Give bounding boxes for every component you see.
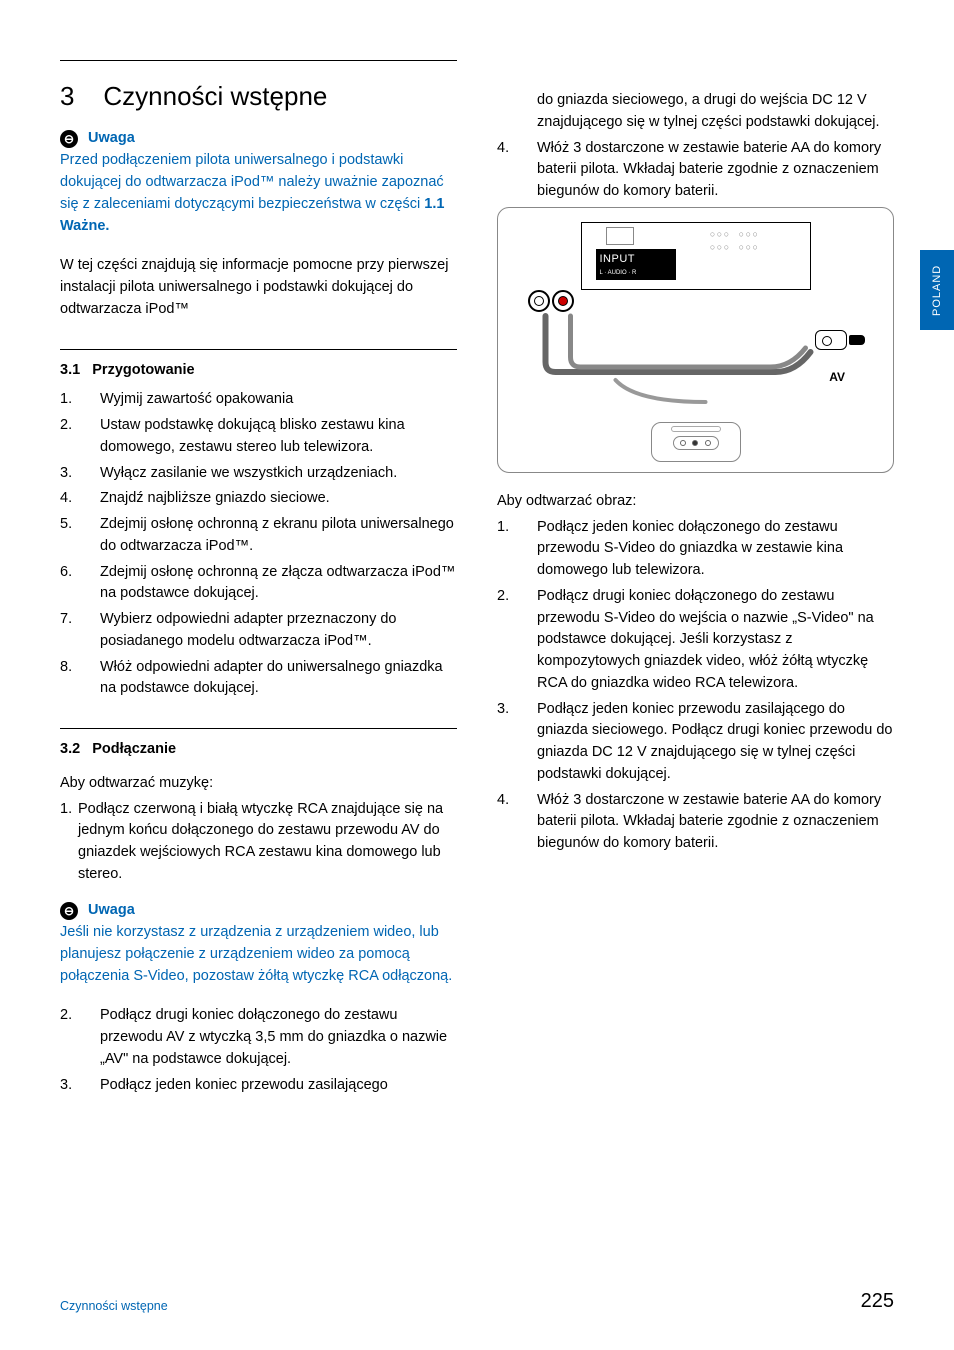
note-body: Przed podłączeniem pilota uniwersalnego …	[60, 150, 457, 237]
subhead-title: Podłączanie	[92, 741, 176, 757]
list-num: 3.	[60, 463, 100, 485]
connection-diagram: ○○○ ○○○○○○ ○○○ INPUT L · AUDIO · R	[497, 207, 894, 473]
subhead-num: 3.1	[60, 362, 80, 378]
list-num: 1.	[497, 517, 537, 582]
list-item: Wyłącz zasilanie we wszystkich urządzeni…	[100, 463, 457, 485]
list-item: Ustaw podstawkę dokującą blisko zestawu …	[100, 415, 457, 459]
mini-plug-icon	[815, 330, 869, 354]
page-footer: Czynności wstępne 225	[60, 1286, 894, 1316]
list-num: 3.	[60, 1075, 100, 1097]
av-label: AV	[829, 368, 845, 386]
dock-device	[651, 422, 741, 462]
page-number: 225	[861, 1286, 894, 1316]
side-tab-poland: POLAND	[920, 250, 954, 330]
list-32a: 1.Podłącz czerwoną i białą wtyczkę RCA z…	[60, 799, 457, 886]
list-item: Wybierz odpowiedni adapter przeznaczony …	[100, 609, 457, 653]
rca-white-icon	[528, 290, 550, 312]
list-num: 1.	[60, 799, 78, 886]
note-icon: ⊖	[60, 130, 78, 148]
heading-number: 3	[60, 81, 74, 111]
cable-svg	[512, 312, 879, 422]
rca-red-icon	[552, 290, 574, 312]
list-item: do gniazda sieciowego, a drugi do wejści…	[537, 90, 894, 134]
note-block-1: ⊖ Uwaga Przed podłączeniem pilota uniwer…	[60, 128, 457, 237]
list-item: Włóż 3 dostarczone w zestawie baterie AA…	[537, 138, 894, 203]
subhead-31: 3.1 Przygotowanie	[60, 360, 457, 382]
list-num: 4.	[497, 138, 537, 203]
list-num: 2.	[60, 415, 100, 459]
dock-jacks	[673, 436, 719, 450]
video-lead: Aby odtwarzać obraz:	[497, 491, 894, 513]
list-item: Podłącz drugi koniec dołączonego do zest…	[537, 586, 894, 695]
list-num: 2.	[497, 586, 537, 695]
list-31: 1.Wyjmij zawartość opakowania 2.Ustaw po…	[60, 389, 457, 700]
right-column: do gniazda sieciowego, a drugi do wejści…	[497, 60, 894, 1100]
subhead-num: 3.2	[60, 741, 80, 757]
rca-plugs	[528, 290, 879, 312]
list-32-cont: do gniazda sieciowego, a drugi do wejści…	[497, 90, 894, 203]
list-item: Włóż 3 dostarczone w zestawie baterie AA…	[537, 790, 894, 855]
list-item: Znajdź najbliższe gniazdo sieciowe.	[100, 488, 457, 510]
list-num: 6.	[60, 562, 100, 606]
list-item: Podłącz drugi koniec dołączonego do zest…	[100, 1005, 457, 1070]
list-item: Włóż odpowiedni adapter do uniwersalnego…	[100, 657, 457, 701]
page-title: 3 Czynności wstępne	[60, 77, 457, 116]
intro-paragraph: W tej części znajdują się informacje pom…	[60, 255, 457, 320]
section-divider-31	[60, 349, 457, 350]
list-32b: 2.Podłącz drugi koniec dołączonego do ze…	[60, 1005, 457, 1096]
list-num: 4.	[497, 790, 537, 855]
left-column: 3 Czynności wstępne ⊖ Uwaga Przed podłąc…	[60, 60, 457, 1100]
section-divider-32	[60, 728, 457, 729]
list-num: 7.	[60, 609, 100, 653]
note-icon: ⊖	[60, 902, 78, 920]
list-item: Podłącz czerwoną i białą wtyczkę RCA zna…	[78, 799, 457, 886]
note-title: Uwaga	[88, 900, 135, 922]
list-num: 5.	[60, 514, 100, 558]
list-num: 1.	[60, 389, 100, 411]
list-num: 8.	[60, 657, 100, 701]
list-item: Zdejmij osłonę ochronną z ekranu pilota …	[100, 514, 457, 558]
list-item: Zdejmij osłonę ochronną ze złącza odtwar…	[100, 562, 457, 606]
subhead-title: Przygotowanie	[92, 362, 194, 378]
note-block-2: ⊖ Uwaga Jeśli nie korzystasz z urządzeni…	[60, 900, 457, 988]
sec32-lead: Aby odtwarzać muzykę:	[60, 773, 457, 795]
list-item: Podłącz jeden koniec przewodu zasilające…	[537, 699, 894, 786]
footer-section-name: Czynności wstępne	[60, 1297, 168, 1316]
top-divider-left	[60, 60, 457, 61]
list-video: 1.Podłącz jeden koniec dołączonego do ze…	[497, 517, 894, 855]
note-body-text: Przed podłączeniem pilota uniwersalnego …	[60, 152, 444, 212]
list-num	[497, 90, 537, 134]
list-item: Podłącz jeden koniec dołączonego do zest…	[537, 517, 894, 582]
list-num: 3.	[497, 699, 537, 786]
input-sublabel: L · AUDIO · R	[596, 269, 676, 280]
tv-screen-icon	[606, 227, 634, 245]
input-label: INPUT	[596, 249, 676, 270]
cable-area: AV	[512, 312, 879, 422]
list-item: Podłącz jeden koniec przewodu zasilające…	[100, 1075, 457, 1097]
note-title: Uwaga	[88, 128, 135, 150]
tv-vents-icon: ○○○ ○○○○○○ ○○○	[710, 228, 760, 255]
list-num: 4.	[60, 488, 100, 510]
heading-text: Czynności wstępne	[103, 81, 327, 111]
input-panel: INPUT L · AUDIO · R	[596, 249, 676, 281]
subhead-32: 3.2 Podłączanie	[60, 739, 457, 761]
tv-device: ○○○ ○○○○○○ ○○○ INPUT L · AUDIO · R	[581, 222, 811, 290]
list-item: Wyjmij zawartość opakowania	[100, 389, 457, 411]
list-num: 2.	[60, 1005, 100, 1070]
note-body: Jeśli nie korzystasz z urządzenia z urzą…	[60, 922, 457, 987]
